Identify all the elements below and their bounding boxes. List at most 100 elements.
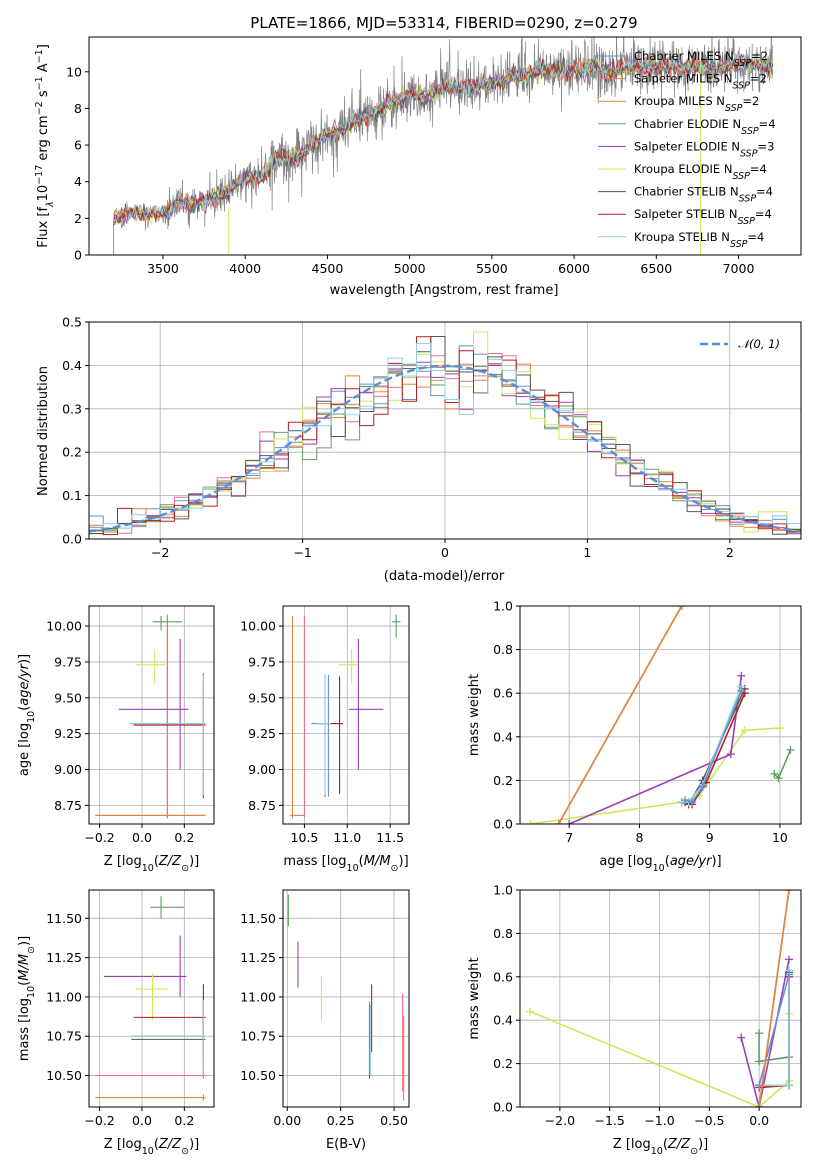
legend-entry-chabrier-stelib-part: N (730, 185, 739, 199)
mass-vs-Z-ytick-label: 11.25 (46, 950, 82, 965)
legend-entry-chabrier-elodie: Chabrier ELODIE NSSP=4 (634, 117, 776, 137)
residuals-plot-area (89, 322, 801, 539)
age-vs-mass-ytick-label: 9.00 (248, 762, 276, 777)
residuals-xtick-label: 1 (583, 545, 591, 560)
weight-vs-age-xtick-label: 10 (772, 830, 788, 845)
weight-vs-age-xlabel-part: age/yr (670, 854, 713, 869)
spectrum-xlabel: wavelength [Angstrom, rest frame] (330, 283, 559, 298)
spectrum-ytick-label: 8 (74, 101, 82, 116)
age-vs-Z-ytick-label: 9.25 (54, 726, 82, 741)
age-vs-Z-ytick-label: 10.00 (46, 619, 82, 634)
legend-entry-kroupa-stelib: Kroupa STELIB NSSP=4 (634, 230, 764, 250)
age-vs-Z-ylabel-part: ( (17, 706, 32, 711)
mass-vs-Z-ytick-label: 10.75 (46, 1029, 82, 1044)
spectrum-ytick-label: 10 (66, 64, 82, 79)
age-vs-Z-plot-area (89, 606, 214, 824)
weight-vs-age-xtick-label: 9 (706, 830, 714, 845)
age-vs-Z-xlabel-part: Z/Z (158, 854, 182, 869)
legend-entry-kroupa-miles-part: Kroupa MILES (634, 94, 716, 108)
spectrum-model-kroupa-stelib (113, 53, 774, 223)
weight-vs-age-xtick-label: 8 (635, 830, 643, 845)
residuals-panel: −2 −1 0 1 2 0.0 0.1 0.2 0.3 0.4 0.5 (62, 315, 802, 560)
age-vs-mass-ytick-label: 10.00 (240, 619, 276, 634)
weight-vs-age-ylabel: mass weight (467, 674, 482, 756)
legend-entry-chabrier-elodie-part: Chabrier ELODIE (634, 117, 733, 131)
legend-entry-kroupa-miles-part: N (716, 94, 725, 108)
legend-entry-chabrier-miles-part: SSP (734, 58, 752, 69)
residuals-ylabel: Normed distribution (36, 366, 51, 496)
weight-vs-age-ytick-label: 0.0 (493, 817, 513, 832)
spectrum-ylabel-part: −2 (34, 101, 45, 115)
spectrum-ytick-label: 2 (74, 211, 82, 226)
normal-legend-label: 𝒩(0, 1) (738, 337, 780, 351)
age-vs-mass-xlabel-part: M/M (364, 854, 391, 869)
weight-vs-age-xlabel: age [log10(age/yr)] (599, 854, 721, 874)
weight-vs-Z-ylabel: mass weight (467, 957, 482, 1039)
weight-vs-Z-xlabel-part: Z [log (613, 1137, 651, 1152)
spectrum-xtick-label: 5500 (476, 261, 508, 276)
mass-vs-Z-ylabel-part: ( (17, 981, 32, 986)
spectrum-xtick-label: 4500 (312, 261, 344, 276)
mass-vs-Z-ytick-label: 11.50 (46, 911, 82, 926)
legend-entry-kroupa-elodie-part: N (724, 162, 733, 176)
spectrum-ylabel-part: s (36, 90, 51, 101)
legend-entry-salpeter-miles-part: SSP (732, 80, 750, 91)
spectrum-xtick-label: 6500 (640, 261, 672, 276)
mass-vs-Z-xlabel-part: Z/Z (158, 1137, 182, 1152)
age-vs-Z-ytick-label: 9.00 (54, 762, 82, 777)
age-vs-Z-xtick-label: −0.2 (84, 830, 114, 845)
legend-entry-salpeter-elodie-part: N (731, 139, 740, 153)
weight-vs-age-plot-area (520, 606, 801, 824)
mass-vs-Z-ylabel: mass [log10(M/M⊙)] (17, 936, 37, 1061)
spectrum-ylabel-part: 10 (36, 185, 51, 202)
weight-vs-age-xlabel-part: ( (665, 854, 670, 869)
weight-vs-Z-xtick-label: −1.0 (644, 1113, 674, 1128)
mass-vs-Z-ylabel-part: ⊙ (26, 946, 37, 954)
spectrum-xtick-label: 5000 (394, 261, 426, 276)
legend-entry-chabrier-stelib-part: Chabrier STELIB (634, 185, 730, 199)
legend-entry-chabrier-elodie-part: =4 (759, 117, 776, 131)
mass-vs-ebv-ytick-label: 10.75 (240, 1029, 276, 1044)
mass-vs-Z-panel: −0.2 0.0 0.2 10.50 10.75 11.00 11.25 11.50 (46, 889, 215, 1128)
spectrum-ylabel-part: −17 (34, 165, 45, 185)
weight-vs-Z-series-kroupa-miles (758, 890, 790, 1107)
spectrum-xtick-label: 7000 (723, 261, 755, 276)
residuals-ytick-label: 0.4 (62, 358, 82, 373)
legend-entry-salpeter-stelib: Salpeter STELIB NSSP=4 (634, 207, 772, 227)
mass-vs-ebv-ytick-label: 10.50 (240, 1068, 276, 1083)
weight-vs-Z-xlabel-part: ( (663, 1137, 668, 1152)
age-vs-Z-ylabel-part: )] (17, 654, 32, 664)
legend-entry-salpeter-miles-part: N (724, 72, 733, 86)
mass-vs-Z-xlabel: Z [log10(Z/Z⊙)] (104, 1137, 199, 1157)
weight-vs-age-xlabel-part: age [log (599, 854, 652, 869)
residual-hist-chabrier-stelib (89, 336, 801, 535)
mass-vs-ebv-plot-area (283, 890, 409, 1107)
age-vs-Z-ylabel-part: age [log (17, 723, 32, 776)
legend-entry-salpeter-elodie-part: =3 (757, 139, 774, 153)
spectrum-ylabel-part: A (36, 63, 51, 76)
age-vs-Z-ytick-label: 8.75 (54, 798, 82, 813)
weight-vs-age-ytick-label: 0.8 (493, 642, 513, 657)
age-vs-mass-xlabel-part: )] (399, 854, 409, 869)
weight-vs-Z-xlabel-part: 10 (651, 1146, 663, 1157)
age-vs-Z-xlabel-part: ⊙ (181, 863, 189, 874)
weight-vs-age-series-salpeter-elodie (568, 675, 743, 824)
age-vs-Z-xlabel-part: ( (154, 854, 159, 869)
legend-entry-kroupa-elodie-part: Kroupa ELODIE (634, 162, 724, 176)
age-vs-Z-xlabel: Z [log10(Z/Z⊙)] (104, 854, 199, 874)
age-vs-Z-xtick-label: 0.2 (174, 830, 194, 845)
weight-vs-Z-panel: −2.0 −1.5 −1.0 −0.5 0.0 0.0 0.2 0.4 0.6 0.8 1.0 (493, 883, 802, 1128)
legend-entry-salpeter-stelib-part: Salpeter STELIB (634, 207, 729, 221)
mass-vs-ebv-ytick-label: 11.25 (240, 950, 276, 965)
legend-entry-chabrier-miles-part: =2 (751, 49, 768, 63)
mass-vs-Z-ylabel-part: 10 (26, 986, 37, 998)
weight-vs-age-ytick-label: 0.6 (493, 686, 513, 701)
spectrum-ytick-label: 4 (74, 174, 82, 189)
legend-entry-salpeter-elodie: Salpeter ELODIE NSSP=3 (634, 139, 774, 159)
legend-entry-chabrier-elodie-part: N (733, 117, 742, 131)
mass-vs-Z-ytick-label: 10.50 (46, 1068, 82, 1083)
mass-vs-Z-ylabel-part: mass [log (17, 998, 32, 1061)
weight-vs-Z-xtick-label: −2.0 (545, 1113, 575, 1128)
weight-vs-Z-ytick-label: 0.8 (493, 926, 513, 941)
age-vs-mass-frame (282, 605, 410, 825)
